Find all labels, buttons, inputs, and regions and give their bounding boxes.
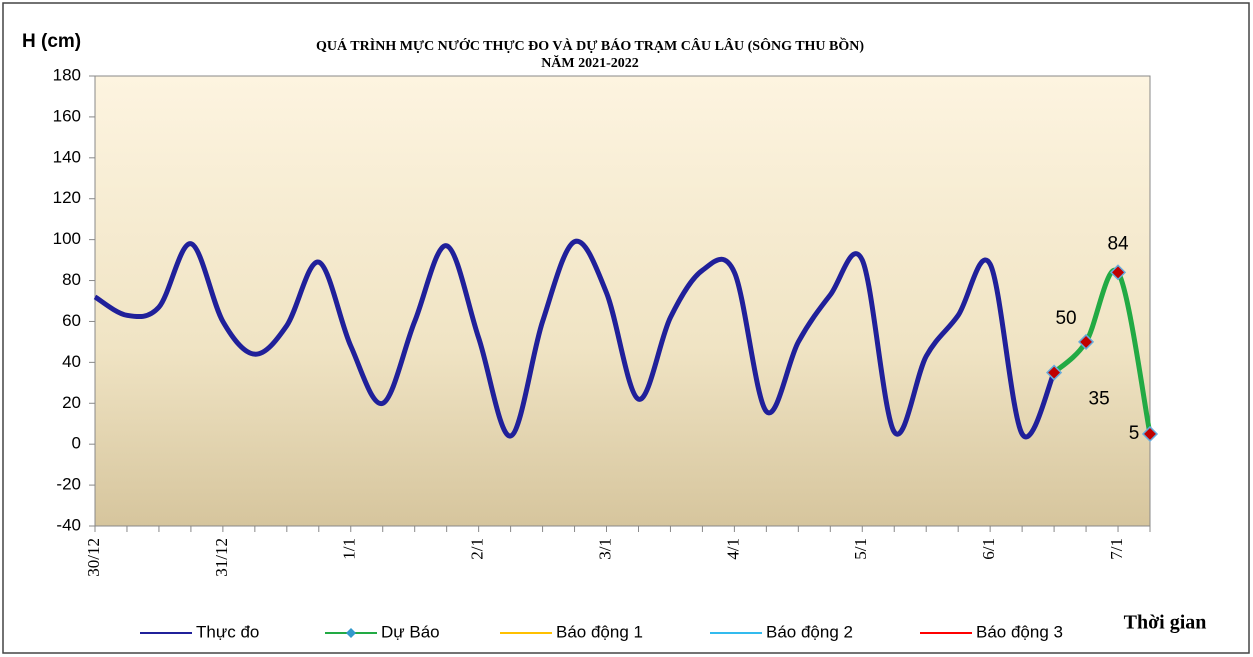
y-tick-label: 40 (62, 352, 81, 371)
data-label: 5 (1129, 423, 1140, 444)
x-tick-label: 5/1 (851, 538, 870, 560)
y-tick-label: -40 (56, 515, 81, 534)
y-tick-label: 100 (53, 229, 81, 248)
legend-marker (346, 628, 356, 638)
y-tick-label: 60 (62, 311, 81, 330)
x-axis-label: Thời gian (1124, 612, 1207, 634)
data-marker (1077, 333, 1095, 350)
x-tick-label: 30/12 (84, 538, 103, 577)
y-tick-label: 140 (53, 147, 81, 166)
y-tick-label: 120 (53, 188, 81, 207)
data-label: 50 (1055, 308, 1076, 329)
legend-label: Báo động 1 (556, 622, 643, 641)
chart-subtitle: NĂM 2021-2022 (541, 54, 639, 71)
x-tick-label: 4/1 (723, 538, 742, 560)
data-label: 84 (1107, 233, 1129, 254)
y-tick-label: 0 (72, 434, 81, 453)
legend-label: Báo động 3 (976, 622, 1063, 641)
plot-area (94, 75, 1151, 527)
y-tick-label: 20 (62, 393, 81, 412)
x-tick-label: 1/1 (340, 538, 359, 560)
chart-title: QUÁ TRÌNH MỰC NƯỚC THỰC ĐO VÀ DỰ BÁO TRẠ… (316, 36, 864, 54)
y-tick-label: 160 (53, 106, 81, 125)
legend-label: Dự Báo (381, 622, 440, 641)
data-marker (1141, 425, 1159, 443)
data-marker (1046, 364, 1063, 381)
x-tick-label: 6/1 (979, 538, 998, 560)
y-axis-label: H (cm) (22, 31, 81, 52)
y-tick-label: 80 (62, 270, 81, 289)
x-tick-label: 2/1 (468, 538, 487, 560)
x-tick-label: 31/12 (212, 538, 231, 577)
y-tick-label: 180 (53, 65, 81, 84)
series-line (93, 238, 1057, 440)
x-tick-label: 3/1 (595, 538, 614, 560)
x-tick-label: 7/1 (1107, 538, 1126, 560)
series-line (1052, 267, 1153, 435)
legend-label: Báo động 2 (766, 622, 853, 641)
data-label: 35 (1089, 389, 1110, 410)
data-marker (1109, 264, 1127, 281)
y-tick-label: -20 (56, 475, 81, 494)
legend-label: Thực đo (196, 622, 259, 641)
